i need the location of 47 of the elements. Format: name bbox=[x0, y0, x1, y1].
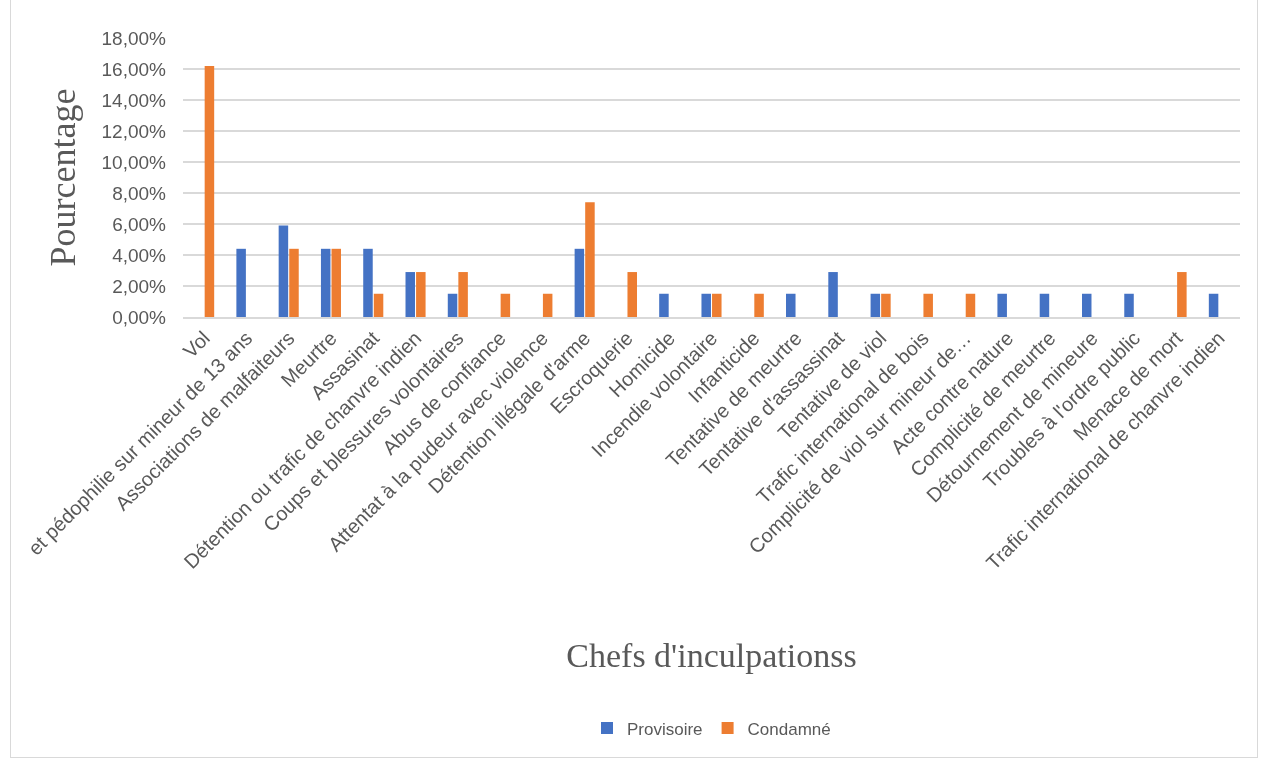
bar bbox=[289, 248, 299, 317]
bar bbox=[923, 293, 933, 317]
bar bbox=[458, 272, 468, 317]
bar bbox=[447, 293, 458, 317]
bar bbox=[331, 248, 342, 317]
y-tick-label: 10,00% bbox=[101, 151, 167, 173]
bar bbox=[870, 293, 881, 317]
y-tick-label: 6,00% bbox=[112, 213, 167, 235]
bar bbox=[881, 293, 891, 317]
y-tick-label: 18,00% bbox=[101, 27, 167, 49]
bar bbox=[754, 293, 764, 317]
bar bbox=[416, 272, 426, 317]
y-tick-label: 16,00% bbox=[101, 58, 167, 80]
y-tick-label: 12,00% bbox=[101, 120, 167, 142]
y-tick-label: 8,00% bbox=[112, 182, 167, 204]
bar bbox=[320, 248, 331, 317]
bar bbox=[363, 248, 373, 317]
bar bbox=[659, 293, 669, 317]
bar bbox=[373, 293, 384, 317]
bar bbox=[965, 293, 976, 317]
bar bbox=[585, 202, 595, 317]
bar bbox=[1039, 293, 1050, 317]
y-tick-label: 4,00% bbox=[112, 244, 167, 266]
bar bbox=[278, 225, 289, 317]
x-axis-title: Chefs d'inculpationss bbox=[566, 636, 857, 674]
y-tick-label: 2,00% bbox=[112, 275, 167, 297]
bar bbox=[1208, 293, 1219, 317]
y-axis-title: Pourcentage bbox=[43, 88, 84, 267]
bar bbox=[204, 65, 215, 317]
bar bbox=[997, 293, 1007, 317]
legend-label: Condamné bbox=[747, 719, 831, 739]
bar bbox=[500, 293, 511, 317]
bar bbox=[542, 293, 553, 317]
bar bbox=[627, 272, 637, 317]
bar bbox=[1124, 293, 1134, 317]
y-tick-label: 0,00% bbox=[112, 306, 167, 328]
bar bbox=[701, 293, 711, 317]
bar bbox=[712, 293, 722, 317]
bar bbox=[574, 248, 585, 317]
bar bbox=[1081, 293, 1092, 317]
bar bbox=[828, 272, 838, 317]
legend-label: Provisoire bbox=[627, 719, 703, 739]
y-tick-label: 14,00% bbox=[101, 89, 167, 111]
bar bbox=[1177, 272, 1187, 317]
bar bbox=[786, 293, 796, 317]
bar bbox=[236, 248, 246, 317]
bar bbox=[405, 272, 416, 317]
